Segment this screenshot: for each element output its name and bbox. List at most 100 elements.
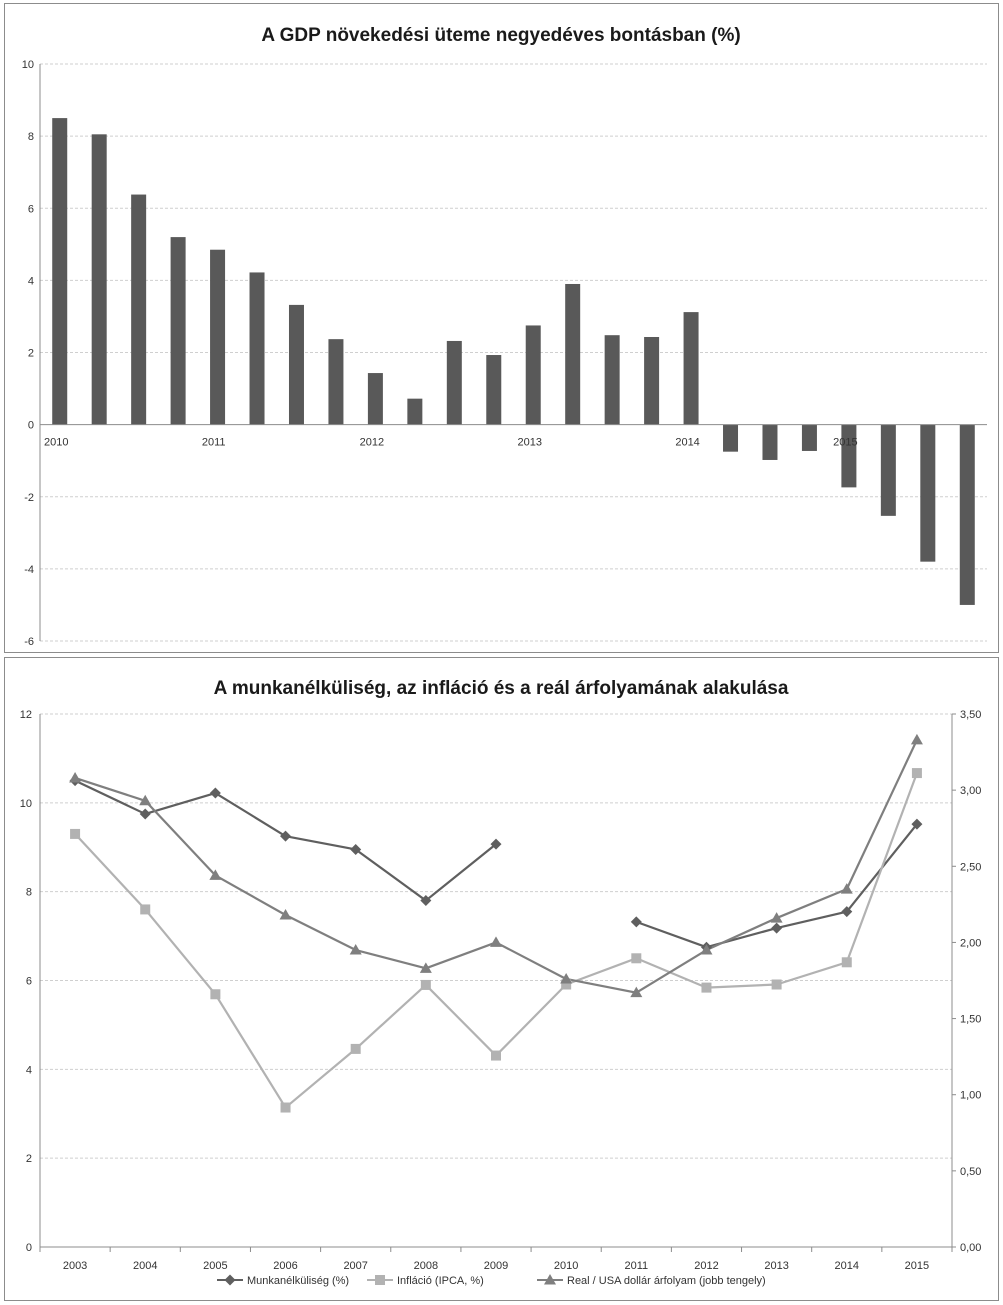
series-point-triangle [279,909,292,920]
series-point-triangle [349,944,362,955]
line-chart: A munkanélküliség, az infláció és a reál… [20,678,982,1287]
series-line-triangle [74,739,918,994]
series-point-diamond [350,843,362,855]
legend-label: Real / USA dollár árfolyam (jobb tengely… [567,1275,766,1287]
x-year-label: 2014 [675,437,699,449]
series-point-triangle [139,794,152,806]
x-tick-label: 2007 [343,1260,367,1272]
x-tick-label: 2015 [905,1260,929,1272]
gdp-bar [841,424,857,488]
gdp-bar [486,355,502,425]
gdp-bar [367,373,383,425]
series-point-triangle [770,912,783,923]
gdp-bar [683,312,699,425]
y-right-tick-label: 3,50 [960,709,981,721]
y-right-tick-label: 0,50 [960,1166,981,1178]
gdp-bar [131,194,147,425]
series-point-triangle [69,771,82,783]
series-point-diamond [280,830,292,842]
x-year-label: 2010 [44,437,68,449]
legend-label: Munkanélküliség (%) [247,1275,349,1287]
y-left-tick-label: 10 [20,798,32,810]
gdp-bar [604,335,620,425]
x-year-label: 2012 [360,437,384,449]
x-year-label: 2011 [202,437,226,449]
labor-inflation-chart-panel: A munkanélküliség, az infláció és a reál… [4,657,999,1301]
series-point-triangle [700,944,713,955]
x-year-label: 2013 [518,437,542,449]
gdp-bar [644,336,660,425]
series-point-diamond [209,787,221,799]
gdp-bar [170,237,186,425]
x-tick-label: 2011 [624,1260,648,1272]
x-year-label: 2015 [833,437,857,449]
gdp-bar [328,339,344,425]
y-left-tick-label: 2 [26,1153,32,1165]
y-right-tick-label: 2,00 [960,937,981,949]
gdp-bar [91,134,107,425]
gdp-bar [723,424,739,452]
gdp-bar [525,325,541,425]
series-point-square [701,982,712,993]
y-tick-label: 10 [22,59,34,71]
series-point-square [420,979,431,990]
series-point-square [841,957,852,968]
gdp-bar [407,398,423,425]
x-tick-label: 2010 [554,1260,578,1272]
gdp-bar [52,118,68,425]
series-point-diamond [630,916,642,928]
series-point-square [210,989,221,1000]
series-point-triangle [490,936,502,947]
series-point-diamond [139,808,151,820]
y-tick-label: -6 [24,636,34,648]
x-tick-label: 2009 [484,1260,508,1272]
x-tick-label: 2005 [203,1260,227,1272]
y-tick-label: 4 [28,275,34,287]
gdp-bar [288,304,304,425]
x-tick-label: 2008 [414,1260,438,1272]
gdp-bar [249,272,265,425]
legend-label: Infláció (IPCA, %) [397,1275,484,1287]
gdp-bar [880,424,896,516]
gdp-bar [210,249,226,425]
x-tick-label: 2006 [273,1260,297,1272]
legend-marker-diamond [224,1274,236,1286]
legend-marker-square [375,1275,385,1285]
gdp-bar [565,283,581,425]
y-left-tick-label: 12 [20,709,32,721]
series-point-diamond [841,906,853,918]
series-point-diamond [911,818,923,830]
y-tick-label: 8 [28,131,34,143]
series-point-triangle [209,869,222,880]
chart-title: A GDP növekedési üteme negyedéves bontás… [261,25,740,46]
series-point-diamond [490,838,502,850]
legend-marker-triangle [544,1274,556,1285]
gdp-bar [959,424,975,605]
series-point-square [70,828,81,839]
series-point-square [631,953,642,964]
series-point-triangle [630,986,643,998]
x-tick-label: 2004 [133,1260,157,1272]
gdp-bar-chart: A GDP növekedési üteme negyedéves bontás… [22,25,987,648]
y-right-tick-label: 2,50 [960,861,981,873]
y-right-tick-label: 3,00 [960,785,981,797]
chart-title: A munkanélküliség, az infláció és a reál… [214,678,789,699]
series-point-triangle [910,733,923,745]
series-point-square [911,768,922,779]
gdp-bar [920,424,936,562]
x-tick-label: 2014 [835,1260,859,1272]
y-tick-label: -2 [24,492,34,504]
series-point-square [280,1102,291,1113]
gdp-chart-panel: A GDP növekedési üteme negyedéves bontás… [4,3,999,653]
y-right-tick-label: 1,00 [960,1090,981,1102]
series-point-triangle [560,972,573,984]
y-left-tick-label: 0 [26,1242,32,1254]
series-point-square [771,979,782,990]
y-tick-label: 2 [28,348,34,360]
series-point-square [491,1050,501,1061]
x-tick-label: 2013 [764,1260,788,1272]
y-right-tick-label: 1,50 [960,1014,981,1026]
gdp-bar [762,424,778,460]
series-point-diamond [420,895,432,907]
series-point-square [561,979,572,990]
